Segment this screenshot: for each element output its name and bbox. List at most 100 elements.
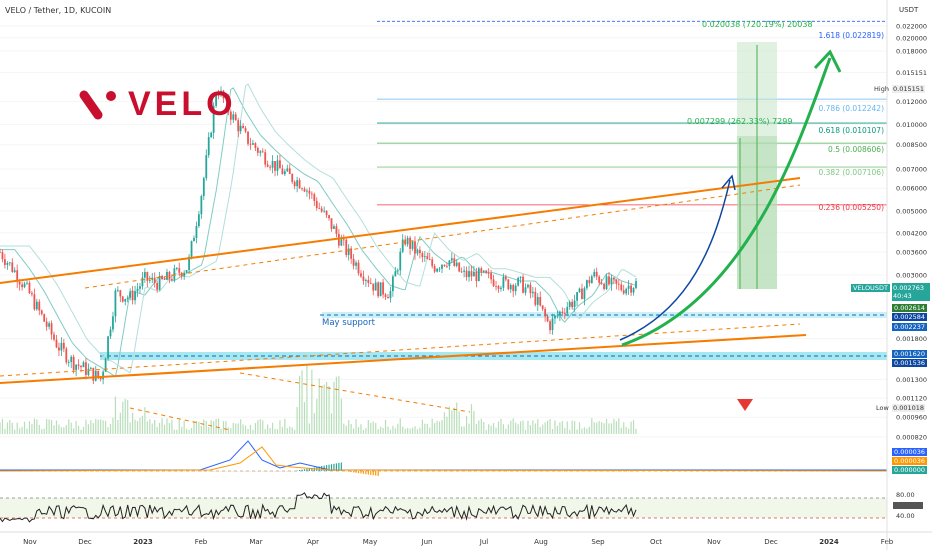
candle-body — [279, 160, 281, 169]
volume-bar — [102, 420, 104, 434]
candle-body — [431, 259, 434, 267]
volume-bar — [141, 415, 144, 434]
volume-bar — [220, 428, 222, 434]
y-tick-label: 0.022000 — [896, 22, 927, 30]
candle-body — [492, 279, 495, 286]
candle-body — [134, 291, 136, 301]
candle-body — [178, 268, 181, 273]
high-value-tag: 0.015151 — [892, 85, 926, 93]
volume-bar — [608, 423, 610, 434]
volume-bar — [546, 420, 549, 434]
volume-bar — [183, 420, 185, 434]
volume-bar — [463, 426, 465, 434]
candle-body — [389, 291, 392, 299]
velo-logo-icon — [79, 90, 116, 120]
volume-bar — [492, 423, 495, 434]
volume-bar — [301, 370, 303, 434]
macd-bar — [306, 468, 308, 471]
candle-body — [58, 347, 60, 351]
volume-bar — [571, 420, 573, 434]
candle-body — [18, 281, 21, 285]
x-tick-label: Aug — [534, 538, 548, 546]
volume-bar — [159, 422, 161, 434]
rsi-lower-label: 40.00 — [896, 512, 915, 520]
candle-body — [627, 285, 630, 289]
candle-body — [215, 95, 217, 106]
volume-bar — [561, 421, 563, 434]
candle-body — [261, 151, 264, 153]
candle-body — [558, 311, 561, 316]
candle-body — [121, 296, 124, 302]
candle-body — [561, 311, 564, 313]
candle-body — [146, 272, 149, 281]
candle-body — [522, 276, 524, 293]
candle-body — [441, 264, 443, 269]
candle-body — [175, 268, 178, 269]
y-tick-label: 0.015151 — [896, 69, 927, 77]
x-tick-label: Oct — [650, 538, 662, 546]
candle-body — [225, 97, 227, 99]
volume-bar — [168, 423, 171, 434]
candle-body — [308, 190, 311, 194]
candle-body — [372, 283, 375, 291]
y-tick-label: 0.007000 — [896, 165, 927, 173]
candle-body — [576, 292, 578, 301]
volume-bar — [294, 429, 296, 434]
volume-bar — [414, 426, 416, 434]
volume-bar — [176, 429, 178, 434]
candle-body — [281, 168, 284, 175]
candle-body — [310, 193, 313, 195]
candle-body — [207, 137, 210, 156]
candle-body — [256, 147, 259, 153]
volume-bar — [240, 419, 242, 434]
candle-body — [605, 276, 608, 289]
candle-body — [168, 271, 171, 279]
rsi-upper-label: 80.00 — [896, 491, 915, 499]
candle-body — [323, 210, 326, 212]
candle-body — [220, 90, 222, 96]
candle-body — [443, 264, 446, 267]
x-tick-label: Dec — [78, 538, 92, 546]
volume-bar — [537, 419, 539, 434]
volume-bar — [343, 423, 345, 434]
candle-body — [458, 262, 461, 272]
volume-bar — [173, 429, 175, 434]
candle-body — [99, 377, 102, 380]
candle-body — [382, 282, 384, 295]
candle-body — [23, 283, 26, 288]
volume-bar — [208, 426, 210, 434]
volume-bar — [470, 404, 473, 434]
target-label-major: 0.020038 (720.19%) 20038 — [702, 20, 813, 29]
symbol-tag: VELOUSDT — [851, 284, 890, 292]
candle-body — [507, 279, 510, 290]
candle-body — [330, 218, 333, 229]
volume-bar — [353, 428, 355, 434]
candle-body — [229, 111, 232, 120]
candle-body — [291, 173, 294, 182]
macd-bar — [370, 471, 372, 475]
volume-bar — [129, 422, 131, 434]
candle-body — [271, 161, 274, 168]
candle-body — [190, 241, 193, 257]
candle-body — [143, 272, 146, 278]
volume-bar — [416, 429, 419, 434]
candle-body — [234, 114, 237, 121]
candle-body — [35, 301, 38, 310]
candle-body — [239, 125, 242, 132]
volume-bar — [4, 428, 6, 434]
y-tick-label: 0.006000 — [896, 185, 927, 193]
candle-body — [554, 315, 556, 319]
volume-bar — [524, 429, 527, 434]
candle-body — [512, 284, 515, 292]
volume-bar — [190, 427, 193, 434]
volume-bar — [591, 418, 593, 434]
decline-dashed-line-2 — [239, 372, 471, 413]
macd-bar — [357, 471, 360, 474]
volume-bar — [532, 420, 534, 434]
volume-bar — [384, 419, 387, 434]
x-tick-label: Nov — [707, 538, 721, 546]
volume-bar — [281, 427, 283, 434]
candle-body — [244, 128, 247, 132]
price-tag-1620: 0.001620 — [892, 350, 928, 358]
